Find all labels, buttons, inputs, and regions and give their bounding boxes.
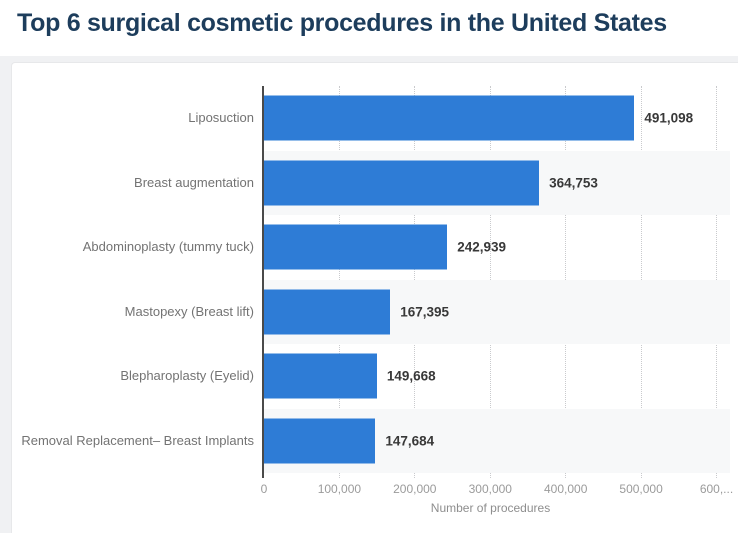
bar-value-label: 491,098 bbox=[644, 110, 694, 126]
bar-value-label: 149,668 bbox=[386, 368, 436, 384]
page-header: Top 6 surgical cosmetic procedures in th… bbox=[0, 0, 738, 56]
category-label: Abdominoplasty (tummy tuck) bbox=[82, 239, 254, 255]
bar[interactable] bbox=[264, 289, 391, 335]
x-axis-title: Number of procedures bbox=[430, 501, 551, 515]
bar-row: Mastopexy (Breast lift) 167,395 bbox=[12, 279, 738, 344]
bar-track: 364,753 bbox=[264, 150, 730, 215]
bar-row: Abdominoplasty (tummy tuck) 242,939 bbox=[12, 215, 738, 280]
x-tick-label: 400,000 bbox=[543, 482, 588, 496]
x-axis-ticks: 0 100,000 200,000 300,000 400,000 500,000 600,… bbox=[260, 482, 734, 497]
bar-track: 167,395 bbox=[264, 279, 730, 344]
bar-row: Breast augmentation 364,753 bbox=[12, 150, 738, 215]
bar-track: 147,684 bbox=[264, 408, 730, 473]
bar-value-label: 167,395 bbox=[400, 304, 449, 320]
category-label: Liposuction bbox=[188, 110, 254, 126]
bar-row: Removal Replacement– Breast Implants 147,… bbox=[12, 408, 738, 473]
bar-track: 149,668 bbox=[264, 344, 730, 409]
bar[interactable] bbox=[264, 160, 540, 206]
bar[interactable] bbox=[264, 224, 448, 270]
page-title: Top 6 surgical cosmetic procedures in th… bbox=[17, 9, 667, 37]
y-axis-line bbox=[262, 86, 264, 478]
bar[interactable] bbox=[264, 418, 376, 464]
bar-row: Blepharoplasty (Eyelid) 149,668 bbox=[12, 344, 738, 409]
x-tick-label: 300,000 bbox=[468, 482, 512, 496]
x-tick-label: 200,000 bbox=[393, 482, 437, 496]
bar-value-label: 364,753 bbox=[549, 175, 598, 191]
bar-value-label: 242,939 bbox=[457, 239, 506, 255]
bar-value-label: 147,684 bbox=[385, 433, 435, 449]
category-label: Breast augmentation bbox=[134, 174, 254, 190]
x-tick-label: 500,000 bbox=[619, 482, 663, 496]
x-tick-label: 100,000 bbox=[317, 482, 362, 496]
bar-track: 242,939 bbox=[264, 215, 730, 280]
x-tick-label: 600,... bbox=[699, 482, 734, 496]
chart-card: Liposuction 491,098 Breast augmentation 364… bbox=[11, 62, 738, 533]
category-label: Blepharoplasty (Eyelid) bbox=[120, 368, 254, 384]
x-tick-label: 0 bbox=[260, 482, 268, 496]
bar-track: 491,098 bbox=[264, 86, 730, 151]
bar-row: Liposuction 491,098 bbox=[12, 86, 738, 151]
category-label: Removal Replacement– Breast Implants bbox=[21, 432, 254, 448]
bar[interactable] bbox=[264, 95, 635, 141]
bar-chart: Liposuction 491,098 Breast augmentation 364… bbox=[12, 86, 738, 473]
bar[interactable] bbox=[264, 353, 377, 399]
category-label: Mastopexy (Breast lift) bbox=[124, 303, 254, 319]
